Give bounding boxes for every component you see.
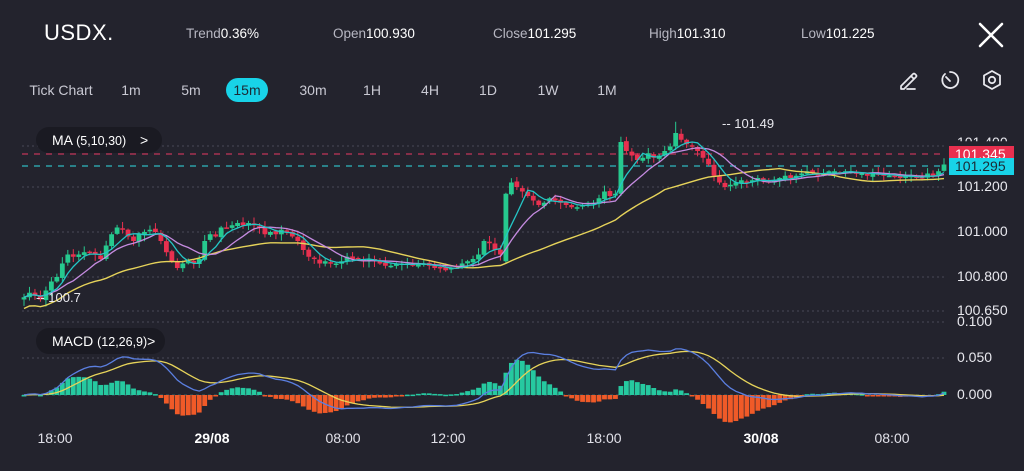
timeframe-4h[interactable]: 4H bbox=[421, 82, 439, 98]
time-axis-label: 30/08 bbox=[743, 430, 779, 446]
timeframe-30m[interactable]: 30m bbox=[299, 82, 327, 98]
stat-high: High101.310 bbox=[649, 26, 726, 41]
close-button[interactable] bbox=[976, 20, 1006, 50]
timer-button[interactable] bbox=[938, 68, 962, 92]
stat-open: Open100.930 bbox=[333, 26, 415, 41]
low-marker-value: 100.7 bbox=[48, 290, 81, 305]
timeframe-toolbar: Tick Chart 1m 5m 15m 30m 1H 4H 1D 1W 1M bbox=[0, 72, 1024, 106]
ma-indicator-params: (5,10,30) bbox=[76, 134, 127, 148]
ma-indicator-toggle[interactable]: MA (5,10,30) > bbox=[36, 127, 163, 153]
stat-trend: Trend0.36% bbox=[186, 26, 259, 41]
stat-value: 0.36% bbox=[220, 26, 260, 41]
stat-label: Close bbox=[493, 26, 528, 41]
stat-low: Low101.225 bbox=[801, 26, 875, 41]
timeframe-1h[interactable]: 1H bbox=[363, 82, 381, 98]
time-axis-label: 08:00 bbox=[325, 430, 361, 446]
stat-close: Close101.295 bbox=[493, 26, 576, 41]
macd-axis-label: 0.050 bbox=[957, 349, 993, 365]
close-icon bbox=[978, 22, 1004, 48]
time-axis-label: 08:00 bbox=[874, 430, 910, 446]
stat-label: Open bbox=[333, 26, 367, 41]
macd-axis-label: 0.100 bbox=[957, 313, 993, 329]
timeframe-15m[interactable]: 15m bbox=[226, 78, 268, 102]
stat-label: Trend bbox=[186, 26, 221, 41]
stat-value: 101.225 bbox=[825, 26, 875, 41]
chevron-right-icon: > bbox=[140, 132, 149, 148]
timeframe-tick-chart[interactable]: Tick Chart bbox=[29, 82, 93, 98]
draw-tool-button[interactable] bbox=[896, 68, 920, 92]
macd-axis-label: 0.000 bbox=[957, 386, 993, 402]
time-axis-label: 18:00 bbox=[37, 430, 73, 446]
price-axis-label: 100.650 bbox=[957, 302, 1008, 318]
timeframe-1d[interactable]: 1D bbox=[479, 82, 497, 98]
stat-value: 101.310 bbox=[676, 26, 726, 41]
symbol-title: USDX. bbox=[44, 20, 114, 45]
stat-value: 101.295 bbox=[527, 26, 577, 41]
header: USDX. Trend0.36% Open100.930 Close101.295 H… bbox=[0, 0, 1024, 68]
stat-value: 100.930 bbox=[366, 26, 415, 41]
time-axis-label: 12:00 bbox=[430, 430, 466, 446]
time-axis-label: 18:00 bbox=[586, 430, 622, 446]
timeframe-5m[interactable]: 5m bbox=[181, 82, 201, 98]
timeframe-1m[interactable]: 1m bbox=[121, 82, 141, 98]
ma-indicator-name: MA bbox=[52, 132, 73, 148]
price-axis-label: 101.200 bbox=[957, 178, 1008, 194]
timer-icon bbox=[941, 71, 960, 89]
macd-indicator-name: MACD bbox=[52, 333, 94, 349]
price-axis-label-partial: 101.400 bbox=[957, 134, 1008, 150]
settings-button[interactable] bbox=[980, 68, 1004, 92]
macd-indicator-toggle[interactable]: MACD (12,26,9)> bbox=[36, 328, 166, 354]
time-axis-label: 29/08 bbox=[194, 430, 230, 446]
settings-hexagon-icon bbox=[983, 70, 1001, 90]
price-axis-label: 100.800 bbox=[957, 268, 1008, 284]
stat-label: Low bbox=[801, 26, 826, 41]
timeframe-1m[interactable]: 1M bbox=[597, 82, 617, 98]
timeframe-1w[interactable]: 1W bbox=[537, 82, 559, 98]
chevron-right-icon: > bbox=[147, 333, 156, 349]
low-marker: -- 100.7 bbox=[36, 290, 81, 305]
macd-indicator-params: (12,26,9) bbox=[97, 335, 148, 349]
high-marker-value: 101.49 bbox=[734, 116, 775, 131]
draw-pencil-icon bbox=[900, 72, 918, 90]
high-marker: -- 101.49 bbox=[722, 116, 775, 131]
stat-label: High bbox=[649, 26, 677, 41]
price-axis-label: 101.000 bbox=[957, 223, 1008, 239]
current-price-tag: 101.295 bbox=[949, 158, 1014, 175]
